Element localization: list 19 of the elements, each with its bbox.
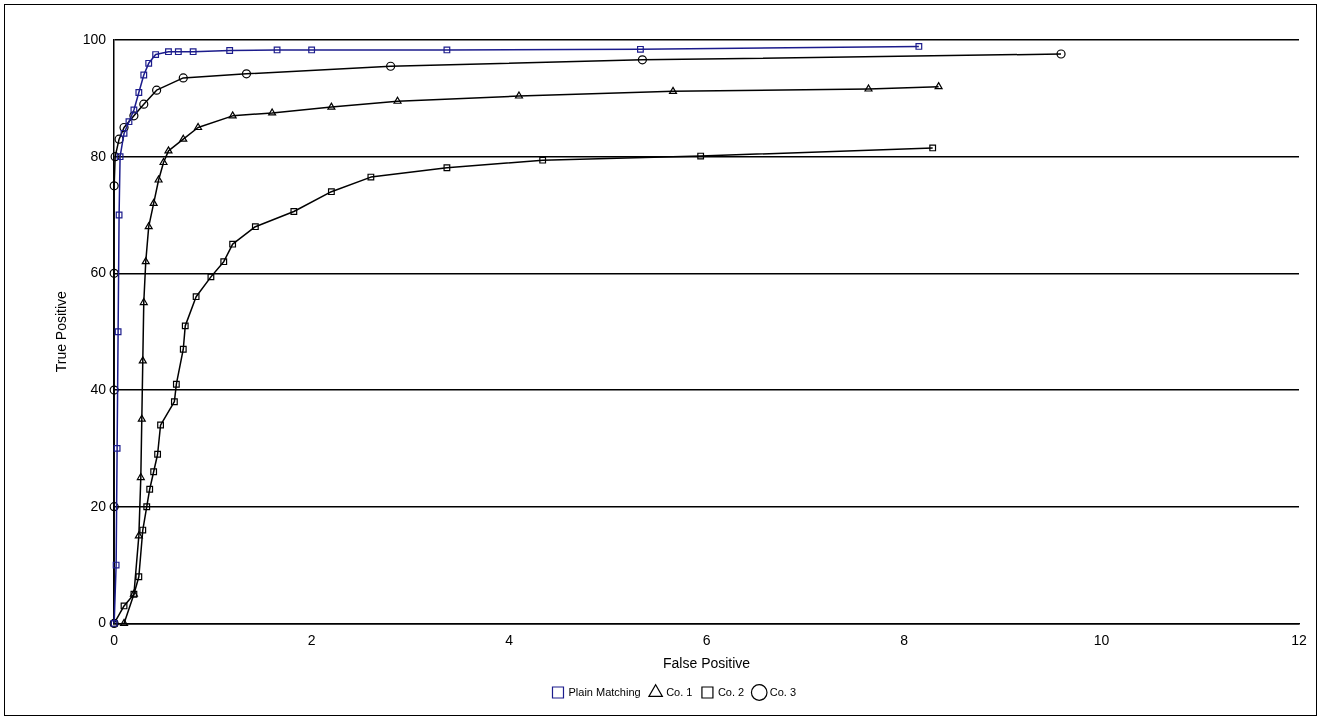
x-tick-label: 6 xyxy=(702,631,711,648)
y-tick-label: 60 xyxy=(90,264,107,281)
y-tick-label: 80 xyxy=(90,147,107,164)
x-tick-label: 4 xyxy=(505,631,514,648)
legend-label: Co. 1 xyxy=(666,685,693,698)
legend-label: Co. 3 xyxy=(769,685,797,698)
legend-label: Co. 2 xyxy=(717,685,745,698)
y-tick-label: 0 xyxy=(98,614,107,631)
y-tick-label: 40 xyxy=(90,380,107,397)
x-tick-label: 12 xyxy=(1291,631,1307,648)
x-axis-title: False Positive xyxy=(663,655,751,672)
legend-label: Plain Matching xyxy=(568,685,641,698)
x-tick-label: 2 xyxy=(307,631,316,648)
x-tick-label: 10 xyxy=(1093,631,1110,648)
y-tick-label: 100 xyxy=(82,30,107,47)
y-tick-label: 20 xyxy=(90,497,107,514)
x-tick-label: 8 xyxy=(900,631,909,648)
x-tick-label: 0 xyxy=(110,631,119,648)
y-axis-title: True Positive xyxy=(53,290,70,373)
